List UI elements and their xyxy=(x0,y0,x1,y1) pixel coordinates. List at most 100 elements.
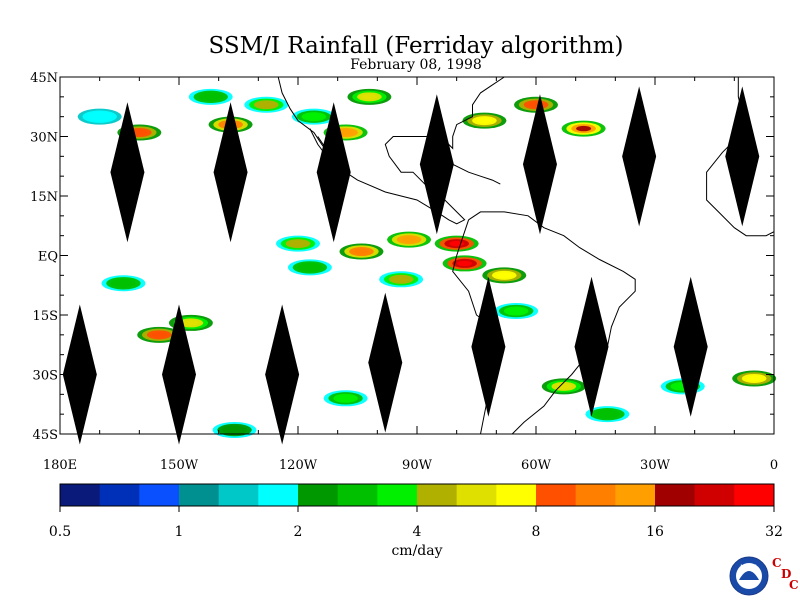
rain-blob xyxy=(306,113,322,120)
rain-blob xyxy=(393,276,409,282)
rain-area xyxy=(188,88,233,105)
rain-area xyxy=(514,96,558,113)
data-gap-marker xyxy=(316,102,351,243)
lon-label: 180E xyxy=(43,458,77,473)
rain-blob xyxy=(496,272,512,279)
colorbar-cell xyxy=(258,484,299,506)
rain-area xyxy=(101,275,146,292)
rain-blob xyxy=(131,129,147,136)
data-gap-marker xyxy=(673,276,708,417)
colorbar-cell xyxy=(139,484,180,506)
rain-area xyxy=(387,231,432,248)
colorbar-cell xyxy=(298,484,339,506)
rain-area xyxy=(244,96,289,113)
data-gap-marker xyxy=(265,304,300,445)
south-america-coastline xyxy=(452,211,636,435)
colorbar-units: cm/day xyxy=(391,543,442,559)
colorbar-cell xyxy=(60,484,101,506)
data-gap-marker xyxy=(622,86,657,227)
data-gap-marker xyxy=(574,276,609,417)
lon-label: 120W xyxy=(279,458,318,473)
lon-label: 60W xyxy=(521,458,552,473)
colorbar-cell xyxy=(734,484,775,506)
rain-blob xyxy=(227,427,243,433)
rain-blob xyxy=(361,94,377,100)
cdc-letter-3: C xyxy=(789,578,799,592)
colorbar-cell xyxy=(615,484,656,506)
data-gap-marker xyxy=(62,304,97,445)
rain-area xyxy=(585,406,630,423)
axis-ticks xyxy=(59,76,775,435)
lat-label: 15N xyxy=(30,190,58,205)
rain-blob xyxy=(290,240,306,247)
lon-label: 90W xyxy=(402,458,433,473)
colorbar-tick-label: 4 xyxy=(413,524,422,540)
data-gap-marker xyxy=(419,94,454,235)
data-gap-marker xyxy=(725,86,760,227)
colorbar-tick-label: 8 xyxy=(532,524,541,540)
data-gap-marker xyxy=(213,102,248,243)
lat-label: 45N xyxy=(30,71,58,86)
colorbar-cell xyxy=(417,484,458,506)
rain-blob xyxy=(183,320,199,326)
rain-blob xyxy=(338,129,354,136)
rain-area xyxy=(442,255,487,272)
rain-area xyxy=(541,378,586,395)
rain-blob xyxy=(556,383,572,390)
rain-area xyxy=(287,259,332,276)
rain-area xyxy=(291,108,336,125)
rain-area xyxy=(732,370,777,387)
colorbar-cell xyxy=(179,484,220,506)
map-date: February 08, 1998 xyxy=(350,57,482,73)
rain-blob xyxy=(353,248,369,255)
lon-label: 0 xyxy=(770,458,778,473)
colorbar-tick-label: 32 xyxy=(765,524,783,540)
colorbar: 0.5 1 2 4 8 16 32 cm/day xyxy=(49,483,783,559)
cdc-letter-2: D xyxy=(781,567,791,581)
colorbar-cell xyxy=(99,484,140,506)
lat-label: 45S xyxy=(33,428,58,443)
data-gap-marker xyxy=(522,94,557,235)
rain-blob xyxy=(338,395,354,401)
rain-area xyxy=(276,235,320,252)
noaa-logo-text: NOAA xyxy=(740,564,758,571)
rain-area xyxy=(434,235,479,252)
lat-label: 30S xyxy=(33,369,58,384)
data-gap-layer xyxy=(62,86,760,445)
colorbar-labels: 0.5 1 2 4 8 16 32 xyxy=(49,506,783,540)
rain-blob xyxy=(746,375,762,382)
rain-blob xyxy=(115,280,131,286)
rain-blob xyxy=(203,94,219,100)
lat-label: 15S xyxy=(33,309,58,324)
colorbar-cell xyxy=(655,484,696,506)
map-panel: 45N 30N 15N EQ 15S 30S 45S 180E 150W 120W 90W 60W 30… xyxy=(30,71,778,473)
colorbar-cell xyxy=(377,484,418,506)
rain-area xyxy=(347,88,392,105)
rain-blob xyxy=(508,308,524,314)
rain-area xyxy=(462,112,507,129)
colorbar-tick-label: 16 xyxy=(646,524,664,540)
data-gap-marker xyxy=(471,276,506,417)
rain-blob xyxy=(401,236,417,243)
colorbar-tick-label: 0.5 xyxy=(49,524,71,540)
rain-area xyxy=(379,271,424,288)
data-gap-marker xyxy=(110,102,145,243)
rain-blob xyxy=(302,264,318,271)
colorbar-tick-label: 2 xyxy=(294,524,303,540)
rain-blob xyxy=(599,411,615,417)
rain-blob xyxy=(151,332,167,338)
rain-blob xyxy=(457,260,473,267)
colorbar-cell xyxy=(536,484,577,506)
rain-area xyxy=(323,390,368,407)
rain-blob xyxy=(449,240,465,247)
data-gap-marker xyxy=(368,292,403,433)
rain-area xyxy=(561,120,606,137)
rain-area xyxy=(482,267,527,284)
colorbar-cell xyxy=(218,484,259,506)
rain-blob xyxy=(476,117,492,124)
colorbar-cell xyxy=(496,484,537,506)
rain-area xyxy=(494,303,539,320)
rain-blob xyxy=(258,102,274,108)
